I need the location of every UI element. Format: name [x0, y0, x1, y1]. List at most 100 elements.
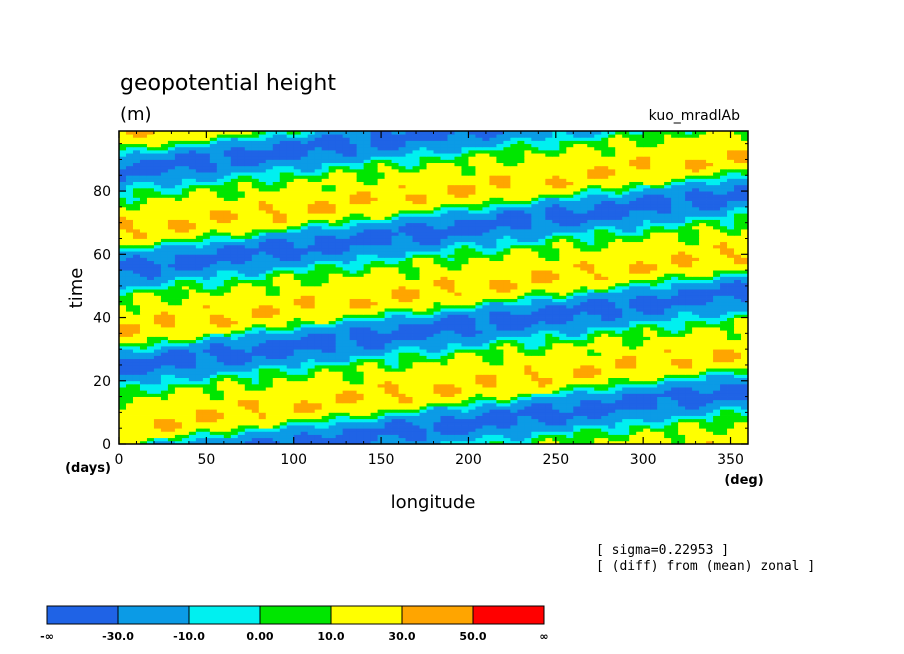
field-cell: [517, 301, 525, 306]
field-cell: [685, 339, 693, 344]
field-cell: [153, 276, 162, 280]
field-cell: [258, 428, 267, 432]
field-cell: [349, 418, 358, 423]
field-cell: [496, 289, 504, 293]
field-cell: [454, 437, 462, 442]
field-cell: [251, 352, 260, 356]
field-cell: [706, 298, 714, 303]
field-cell: [188, 345, 197, 350]
field-cell: [258, 327, 267, 331]
field-cell: [188, 368, 197, 372]
field-cell: [412, 279, 420, 284]
field-cell: [272, 349, 281, 353]
field-cell: [699, 380, 707, 385]
field-cell: [216, 349, 225, 353]
field-cell: [356, 418, 365, 423]
field-cell: [566, 342, 574, 347]
field-cell: [258, 409, 267, 413]
field-cell: [335, 273, 344, 277]
field-cell: [734, 358, 742, 363]
field-cell: [454, 298, 462, 303]
field-cell: [496, 437, 504, 442]
field-cell: [601, 428, 609, 432]
field-cell: [517, 399, 525, 404]
field-cell: [475, 361, 483, 366]
field-cell: [699, 317, 707, 322]
field-cell: [335, 345, 344, 350]
field-cell: [566, 393, 574, 397]
field-cell: [720, 355, 728, 360]
field-cell: [552, 415, 560, 420]
field-cell: [447, 368, 455, 372]
field-cell: [230, 276, 239, 280]
field-cell: [692, 390, 700, 394]
field-cell: [671, 434, 679, 439]
field-cell: [307, 308, 316, 312]
field-cell: [419, 292, 427, 296]
field-cell: [496, 402, 504, 407]
field-cell: [153, 361, 162, 366]
field-cell: [601, 320, 609, 325]
field-cell: [174, 301, 183, 306]
field-cell: [594, 327, 602, 331]
field-cell: [181, 409, 190, 413]
field-cell: [580, 282, 588, 287]
field-cell: [524, 361, 532, 366]
field-cell: [447, 431, 455, 435]
field-cell: [328, 276, 337, 280]
field-cell: [146, 399, 155, 404]
field-cell: [216, 431, 225, 435]
field-cell: [195, 440, 204, 445]
field-cell: [167, 406, 176, 410]
field-cell: [699, 270, 707, 274]
field-cell: [489, 393, 497, 397]
field-cell: [706, 292, 714, 296]
field-cell: [594, 374, 602, 378]
field-cell: [265, 330, 274, 334]
field-cell: [356, 374, 365, 378]
field-cell: [629, 342, 637, 347]
field-cell: [328, 440, 337, 445]
field-cell: [230, 387, 239, 391]
field-cell: [405, 380, 413, 385]
field-cell: [692, 409, 700, 413]
field-cell: [237, 333, 246, 337]
field-cell: [188, 308, 197, 312]
field-cell: [720, 330, 728, 334]
field-cell: [573, 387, 581, 391]
field-cell: [447, 409, 455, 413]
field-cell: [160, 396, 169, 401]
field-cell: [503, 418, 511, 423]
field-cell: [629, 339, 637, 344]
field-cell: [146, 387, 155, 391]
field-cell: [174, 273, 183, 277]
field-cell: [153, 364, 162, 369]
field-cell: [629, 327, 637, 331]
field-cell: [517, 377, 525, 382]
field-cell: [314, 276, 323, 280]
field-cell: [356, 368, 365, 372]
field-cell: [153, 399, 162, 404]
field-cell: [174, 374, 183, 378]
field-cell: [244, 393, 253, 397]
field-cell: [580, 323, 588, 328]
field-cell: [209, 266, 218, 271]
field-cell: [608, 374, 616, 378]
field-cell: [615, 421, 623, 426]
field-cell: [272, 364, 281, 369]
field-cell: [419, 399, 427, 404]
field-cell: [167, 364, 176, 369]
field-cell: [251, 298, 260, 303]
field-cell: [160, 409, 169, 413]
field-cell: [643, 402, 651, 407]
field-cell: [181, 383, 190, 388]
field-cell: [265, 317, 274, 322]
field-cell: [580, 279, 588, 284]
field-cell: [741, 323, 749, 328]
field-cell: [300, 279, 309, 284]
field-cell: [335, 368, 344, 372]
field-cell: [440, 289, 448, 293]
field-cell: [132, 380, 141, 385]
field-cell: [412, 323, 420, 328]
field-cell: [119, 434, 127, 439]
